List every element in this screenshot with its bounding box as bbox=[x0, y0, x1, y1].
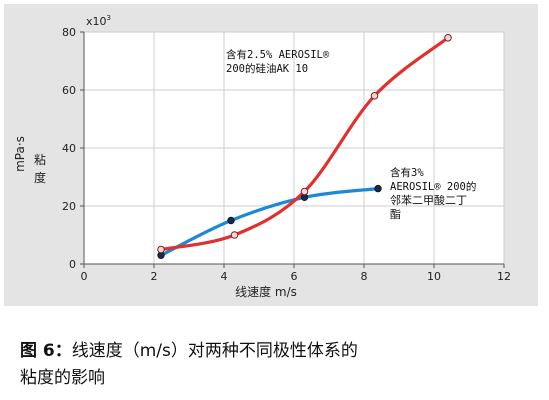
y-axis-label-char-1: 粘 bbox=[34, 152, 46, 167]
x-axis-label: 线速度 m/s bbox=[235, 284, 297, 299]
data-point-series-1 bbox=[374, 184, 382, 193]
x-tick-label: 8 bbox=[361, 270, 368, 283]
annotation-blue-line-4: 酯 bbox=[390, 208, 401, 221]
data-point-series-1 bbox=[227, 216, 235, 225]
data-point-series-2 bbox=[157, 245, 165, 254]
annotation-blue-line-2: AEROSIL® 200的 bbox=[390, 180, 476, 193]
line-chart: 0 20 40 60 80 0 2 4 6 8 10 12 x103 mPa·s 粘 度 线速度 m/… bbox=[13, 14, 511, 299]
x-tick-label: 2 bbox=[151, 270, 158, 283]
y-tick-label: 20 bbox=[62, 200, 76, 213]
annotation-red-line-2: 200的硅油AK 10 bbox=[226, 62, 308, 75]
x-tick-label: 0 bbox=[81, 270, 88, 283]
data-point-series-2 bbox=[444, 34, 452, 42]
x-tick-label: 10 bbox=[427, 270, 441, 283]
annotation-red-line-1: 含有2.5% AEROSIL® bbox=[226, 48, 330, 61]
series-line-1 bbox=[159, 187, 380, 257]
x-tick-label: 12 bbox=[497, 270, 511, 283]
y-axis-unit: mPa·s bbox=[13, 136, 27, 172]
y-tick-label: 80 bbox=[62, 26, 76, 39]
caption-label: 图 6： bbox=[20, 341, 72, 361]
data-point-series-2 bbox=[230, 231, 239, 239]
y-multiplier-label: x103 bbox=[86, 14, 111, 28]
annotation-blue-line-3: 邻苯二甲酸二丁 bbox=[390, 193, 467, 207]
caption-text-1: 线速度（m/s）对两种不同极性体系的 bbox=[71, 341, 358, 361]
y-tick-label: 0 bbox=[69, 258, 76, 271]
y-tick-label: 60 bbox=[62, 84, 76, 97]
data-point-series-2 bbox=[300, 187, 309, 196]
caption-line-2: 粘度的影响 bbox=[20, 368, 105, 388]
grid bbox=[83, 31, 505, 265]
chart-panel: 0 20 40 60 80 0 2 4 6 8 10 12 x103 mPa·s 粘 度 线速度 m/… bbox=[4, 4, 538, 306]
data-point-series-2 bbox=[370, 92, 379, 100]
annotation-blue-line-1: 含有3% bbox=[390, 166, 424, 179]
caption-line-1: 图 6：线速度（m/s）对两种不同极性体系的 bbox=[20, 338, 530, 365]
series bbox=[157, 34, 452, 260]
y-axis-label-char-2: 度 bbox=[34, 170, 46, 185]
figure-caption: 图 6：线速度（m/s）对两种不同极性体系的 粘度的影响 bbox=[20, 338, 530, 392]
y-tick-label: 40 bbox=[62, 142, 76, 155]
x-tick-label: 4 bbox=[221, 270, 228, 283]
x-tick-label: 6 bbox=[291, 270, 298, 283]
axes: 0 20 40 60 80 0 2 4 6 8 10 12 bbox=[62, 26, 511, 283]
